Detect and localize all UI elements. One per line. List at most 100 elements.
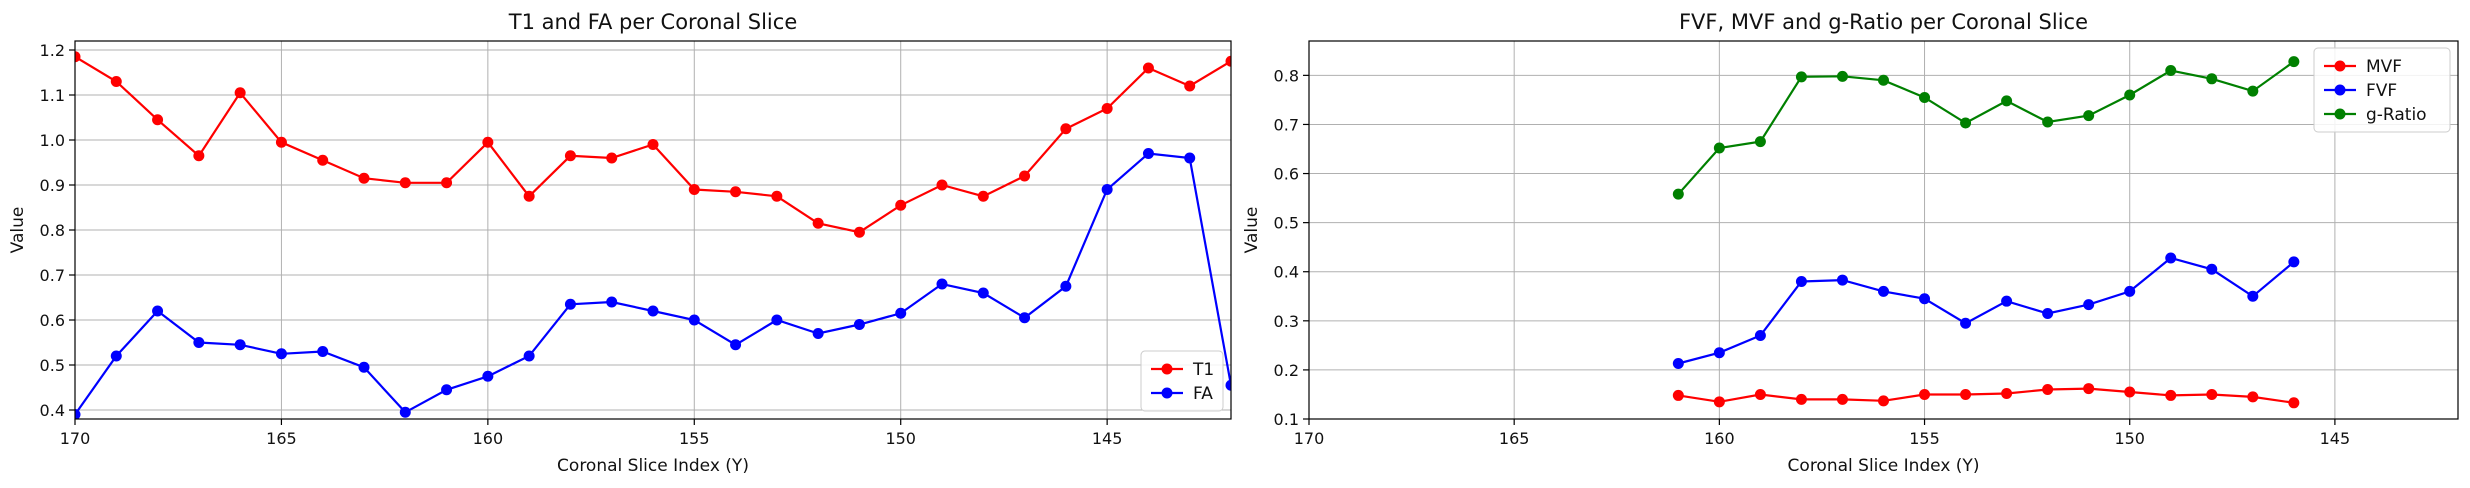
data-point-g-Ratio xyxy=(1713,142,1725,154)
data-point-T1 xyxy=(730,186,742,198)
data-point-FA xyxy=(606,296,618,308)
x-tick-label: 160 xyxy=(1704,429,1735,448)
data-point-FVF xyxy=(1713,347,1725,359)
data-point-MVF xyxy=(2083,383,2095,395)
legend-swatch-marker xyxy=(1161,363,1173,375)
series-line-FVF xyxy=(1678,256,2295,365)
data-point-FA xyxy=(110,350,122,362)
data-point-MVF xyxy=(1919,388,1931,400)
data-point-MVF xyxy=(1672,389,1684,401)
data-point-FVF xyxy=(1672,358,1684,370)
data-point-T1 xyxy=(1225,55,1231,67)
data-point-g-Ratio xyxy=(1754,136,1766,148)
legend-label: T1 xyxy=(1192,360,1214,380)
data-point-T1 xyxy=(606,152,618,164)
y-tick-label: 0.8 xyxy=(40,221,65,240)
data-point-FA xyxy=(275,348,287,360)
data-point-T1 xyxy=(1142,62,1154,74)
x-tick-label: 155 xyxy=(1909,429,1940,448)
data-point-T1 xyxy=(977,190,989,202)
data-point-T1 xyxy=(895,199,907,211)
data-point-g-Ratio xyxy=(2247,85,2259,97)
y-tick-label: 0.4 xyxy=(40,401,65,420)
legend-box xyxy=(2313,47,2451,133)
data-point-FA xyxy=(564,298,576,310)
data-point-T1 xyxy=(647,139,659,150)
chart-title: FVF, MVF and g-Ratio per Coronal Slice xyxy=(1679,10,2088,34)
data-point-g-Ratio xyxy=(1672,188,1684,200)
data-point-FVF xyxy=(2124,285,2136,297)
chart-panel-2: 170 165 160 155 150 145 0.1 0.2 0.3 0.4 0.5 0.6 0.7 0… xyxy=(1242,10,2459,476)
legend-label: MVF xyxy=(2366,57,2402,77)
legend: MVF FVF g-Ratio xyxy=(2313,47,2451,133)
data-point-FA xyxy=(936,278,948,290)
y-tick-label: 1.2 xyxy=(40,41,65,60)
data-point-FVF xyxy=(1878,285,1889,297)
data-point-g-Ratio xyxy=(2206,73,2218,85)
data-point-FA xyxy=(234,339,246,351)
data-point-g-Ratio xyxy=(2042,116,2054,128)
y-tick-label: 0.1 xyxy=(1274,410,1299,429)
data-point-MVF xyxy=(2001,387,2013,399)
data-point-T1 xyxy=(564,150,576,162)
x-tick-label: 155 xyxy=(679,429,710,448)
data-point-T1 xyxy=(317,154,329,166)
plot-area xyxy=(75,51,1231,419)
x-axis-label: Coronal Slice Index (Y) xyxy=(1788,456,1980,476)
data-point-FVF xyxy=(1836,274,1848,286)
data-point-FVF xyxy=(1795,276,1807,288)
data-point-FA xyxy=(193,337,205,348)
data-point-T1 xyxy=(399,177,411,189)
data-point-FA xyxy=(75,409,81,419)
x-tick-label: 145 xyxy=(1092,429,1123,448)
data-point-FA xyxy=(317,346,329,357)
data-point-T1 xyxy=(1101,103,1113,114)
data-point-FVF xyxy=(2288,256,2300,268)
data-point-FVF xyxy=(1754,330,1766,342)
legend-swatch-marker xyxy=(2334,84,2346,96)
y-tick-label: 1.0 xyxy=(40,131,65,150)
x-tick-label: 170 xyxy=(1294,429,1325,448)
data-point-MVF xyxy=(2124,386,2136,398)
data-point-T1 xyxy=(275,136,287,148)
data-point-FA xyxy=(688,314,700,326)
legend-swatch-marker xyxy=(2334,108,2346,120)
legend-box xyxy=(1140,350,1224,412)
data-point-MVF xyxy=(2206,388,2218,400)
data-point-MVF xyxy=(2247,391,2259,403)
data-point-g-Ratio xyxy=(2288,56,2300,68)
data-point-FVF xyxy=(2165,252,2177,264)
data-point-MVF xyxy=(1960,388,1972,400)
series-line-MVF xyxy=(1678,387,2295,404)
data-point-T1 xyxy=(193,150,205,162)
series-line-FA xyxy=(75,152,1231,416)
y-tick-label: 0.8 xyxy=(1274,66,1299,85)
data-point-FVF xyxy=(2001,295,2013,307)
data-point-FA xyxy=(441,384,453,396)
y-tick-label: 0.5 xyxy=(40,356,65,375)
legend-swatch-marker xyxy=(1161,387,1173,399)
data-point-FA xyxy=(1184,152,1196,164)
data-point-T1 xyxy=(688,184,700,195)
data-point-g-Ratio xyxy=(1960,117,1972,129)
data-point-FVF xyxy=(2247,290,2259,302)
data-point-T1 xyxy=(441,177,453,189)
x-tick-label: 165 xyxy=(1499,429,1530,448)
data-point-FVF xyxy=(1919,293,1931,305)
x-tick-label: 150 xyxy=(2114,429,2145,448)
data-point-FA xyxy=(1142,148,1154,159)
y-axis-label: Value xyxy=(8,207,28,254)
data-point-FA xyxy=(523,350,535,362)
x-tick-label: 165 xyxy=(266,429,297,448)
data-point-g-Ratio xyxy=(1878,74,1889,86)
data-point-FA xyxy=(647,305,659,317)
data-point-FA xyxy=(358,361,370,373)
x-tick-label: 160 xyxy=(473,429,504,448)
plot-area xyxy=(1672,56,2300,409)
data-point-FA xyxy=(1060,280,1072,292)
y-tick-label: 0.5 xyxy=(1274,214,1299,233)
chart-title: T1 and FA per Coronal Slice xyxy=(508,10,797,34)
data-point-FA xyxy=(977,287,989,299)
y-tick-label: 0.6 xyxy=(40,311,65,330)
y-tick-label: 0.4 xyxy=(1274,263,1299,282)
